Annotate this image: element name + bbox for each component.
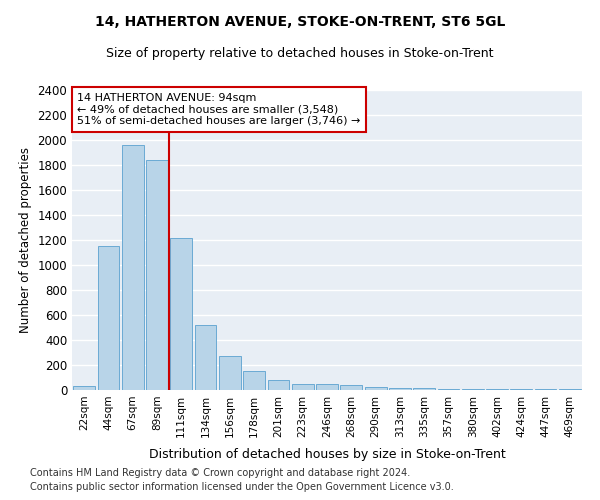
Bar: [146, 160, 168, 390]
Text: 14 HATHERTON AVENUE: 94sqm
← 49% of detached houses are smaller (3,548)
51% of s: 14 HATHERTON AVENUE: 94sqm ← 49% of deta…: [77, 93, 361, 126]
Text: 14, HATHERTON AVENUE, STOKE-ON-TRENT, ST6 5GL: 14, HATHERTON AVENUE, STOKE-ON-TRENT, ST…: [95, 15, 505, 29]
Bar: [365, 387, 386, 390]
Bar: [340, 385, 362, 390]
Bar: [268, 380, 289, 390]
Bar: [122, 145, 143, 390]
Bar: [243, 370, 265, 390]
Bar: [292, 384, 314, 390]
Y-axis label: Number of detached properties: Number of detached properties: [19, 147, 32, 333]
Bar: [97, 246, 119, 390]
Bar: [219, 356, 241, 390]
Text: Contains public sector information licensed under the Open Government Licence v3: Contains public sector information licen…: [30, 482, 454, 492]
Bar: [170, 238, 192, 390]
Bar: [413, 388, 435, 390]
Text: Contains HM Land Registry data © Crown copyright and database right 2024.: Contains HM Land Registry data © Crown c…: [30, 468, 410, 477]
Bar: [194, 325, 217, 390]
X-axis label: Distribution of detached houses by size in Stoke-on-Trent: Distribution of detached houses by size …: [149, 448, 505, 461]
Text: Size of property relative to detached houses in Stoke-on-Trent: Size of property relative to detached ho…: [106, 48, 494, 60]
Bar: [73, 386, 95, 390]
Bar: [389, 388, 411, 390]
Bar: [316, 384, 338, 390]
